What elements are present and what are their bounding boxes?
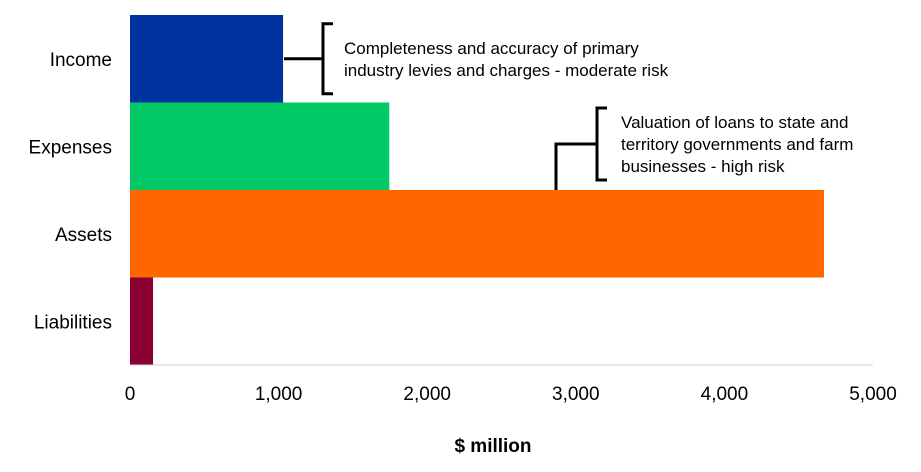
bar-income bbox=[130, 15, 284, 103]
x-tick-label: 5,000 bbox=[849, 384, 897, 405]
x-tick-label: 4,000 bbox=[701, 384, 749, 405]
bar-expenses bbox=[130, 102, 390, 190]
annotation-text-line: businesses - high risk bbox=[621, 157, 785, 176]
x-axis-title: $ million bbox=[454, 436, 531, 457]
annotations-group: Completeness and accuracy of primary indu… bbox=[284, 22, 853, 190]
category-label-income: Income bbox=[50, 50, 112, 71]
annotation-text-line: Valuation of loans to state and bbox=[621, 113, 848, 132]
annotation-text-line: Completeness and accuracy of primary bbox=[344, 39, 639, 58]
x-tick-labels: 0 1,000 2,000 3,000 4,000 5,000 bbox=[125, 384, 897, 405]
x-tick-label: 0 bbox=[125, 384, 136, 405]
category-label-assets: Assets bbox=[55, 225, 112, 246]
x-tick-label: 2,000 bbox=[403, 384, 451, 405]
x-tick-label: 1,000 bbox=[255, 384, 303, 405]
bar-liabilities bbox=[130, 277, 154, 365]
bars-group bbox=[130, 15, 824, 365]
annotation-leader bbox=[554, 142, 597, 190]
category-label-expenses: Expenses bbox=[29, 137, 112, 158]
annotation-text-line: territory governments and farm bbox=[621, 135, 853, 154]
annotation-bracket bbox=[595, 106, 607, 182]
annotation-text-line: industry levies and charges - moderate r… bbox=[344, 61, 669, 80]
category-labels: Income Expenses Assets Liabilities bbox=[29, 50, 112, 334]
bar-assets bbox=[130, 190, 824, 278]
x-tick-label: 3,000 bbox=[552, 384, 600, 405]
category-label-liabilities: Liabilities bbox=[34, 312, 112, 333]
annotation-bracket bbox=[321, 22, 333, 96]
